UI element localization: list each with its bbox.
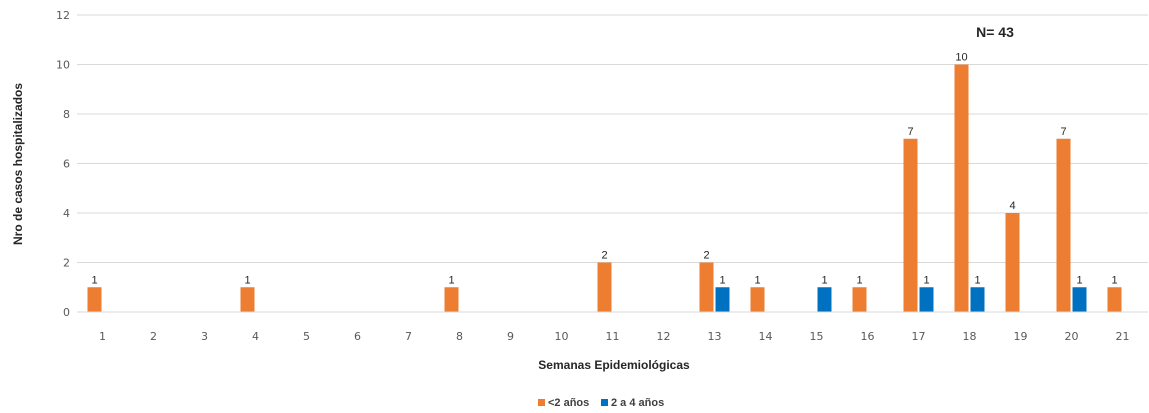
bar-series-0 (87, 287, 102, 312)
x-tick-label: 20 (1065, 330, 1079, 343)
bar-value-label: 1 (244, 274, 250, 286)
x-tick-label: 6 (354, 330, 361, 343)
bar-value-label: 2 (703, 250, 709, 262)
y-tick-label: 8 (63, 108, 70, 121)
bar-value-label: 1 (91, 274, 97, 286)
y-tick-label: 10 (56, 59, 70, 72)
bar-value-label: 1 (974, 274, 980, 286)
legend-label-2-to-4: 2 a 4 años (611, 397, 664, 409)
legend: <2 años 2 a 4 años (538, 397, 664, 409)
x-axis-ticks: 1 2 3 4 5 6 7 8 9 10 11 12 13 14 15 16 17 18 19 20 21 (99, 330, 1130, 343)
x-tick-label: 8 (456, 330, 463, 343)
bar-series-1 (919, 287, 934, 312)
bar-series-0 (1056, 138, 1071, 312)
x-tick-label: 12 (657, 330, 671, 343)
bar-series-1 (970, 287, 985, 312)
y-tick-label: 6 (63, 158, 70, 171)
x-axis-title: Semanas Epidemiológicas (538, 358, 690, 372)
bar-value-label: 1 (856, 274, 862, 286)
x-tick-label: 21 (1116, 330, 1130, 343)
legend-swatch-under-2 (538, 399, 545, 406)
bar-series-0 (1107, 287, 1122, 312)
bar-value-label: 7 (1060, 126, 1066, 138)
sample-size-annotation: N= 43 (976, 24, 1014, 40)
gridlines (77, 14, 1148, 263)
x-tick-label: 5 (303, 330, 310, 343)
y-tick-label: 12 (56, 9, 70, 22)
bar-value-label: 1 (1076, 274, 1082, 286)
bar-value-label: 1 (821, 274, 827, 286)
x-tick-label: 14 (759, 330, 773, 343)
bar-series-0 (597, 262, 612, 312)
bar-series-0 (699, 262, 714, 312)
x-tick-label: 11 (606, 330, 620, 343)
bar-series-1 (817, 287, 832, 312)
x-tick-label: 15 (810, 330, 824, 343)
bar-series-0 (1005, 213, 1020, 312)
x-tick-label: 1 (99, 330, 106, 343)
bar-value-label: 1 (1111, 274, 1117, 286)
bar-value-label: 10 (955, 52, 967, 64)
x-tick-label: 4 (252, 330, 259, 343)
x-tick-label: 16 (861, 330, 875, 343)
y-tick-label: 0 (63, 306, 70, 319)
y-tick-label: 4 (63, 207, 70, 220)
x-tick-label: 17 (912, 330, 926, 343)
x-tick-label: 2 (150, 330, 157, 343)
bars (87, 64, 1122, 312)
x-tick-label: 3 (201, 330, 208, 343)
x-tick-label: 10 (555, 330, 569, 343)
x-tick-label: 9 (507, 330, 514, 343)
y-tick-label: 2 (63, 257, 70, 270)
bar-series-0 (852, 287, 867, 312)
bar-value-label: 2 (601, 250, 607, 262)
y-axis-title: Nro de casos hospitalizados (11, 83, 25, 245)
bar-series-0 (240, 287, 255, 312)
bar-value-label: 1 (719, 274, 725, 286)
bar-value-label: 7 (907, 126, 913, 138)
bar-series-1 (1072, 287, 1087, 312)
x-tick-label: 13 (708, 330, 722, 343)
bar-series-1 (715, 287, 730, 312)
bar-value-label: 4 (1009, 200, 1015, 212)
bar-value-label: 1 (923, 274, 929, 286)
bar-series-0 (903, 138, 918, 312)
legend-swatch-2-to-4 (601, 399, 608, 406)
bar-series-0 (750, 287, 765, 312)
x-tick-label: 18 (963, 330, 977, 343)
x-tick-label: 19 (1014, 330, 1028, 343)
y-axis-ticks: 0 2 4 6 8 10 12 (56, 9, 70, 319)
legend-label-under-2: <2 años (548, 397, 589, 409)
x-tick-label: 7 (405, 330, 412, 343)
bar-value-label: 1 (754, 274, 760, 286)
bar-value-label: 1 (448, 274, 454, 286)
bar-series-0 (444, 287, 459, 312)
bar-series-0 (954, 64, 969, 312)
